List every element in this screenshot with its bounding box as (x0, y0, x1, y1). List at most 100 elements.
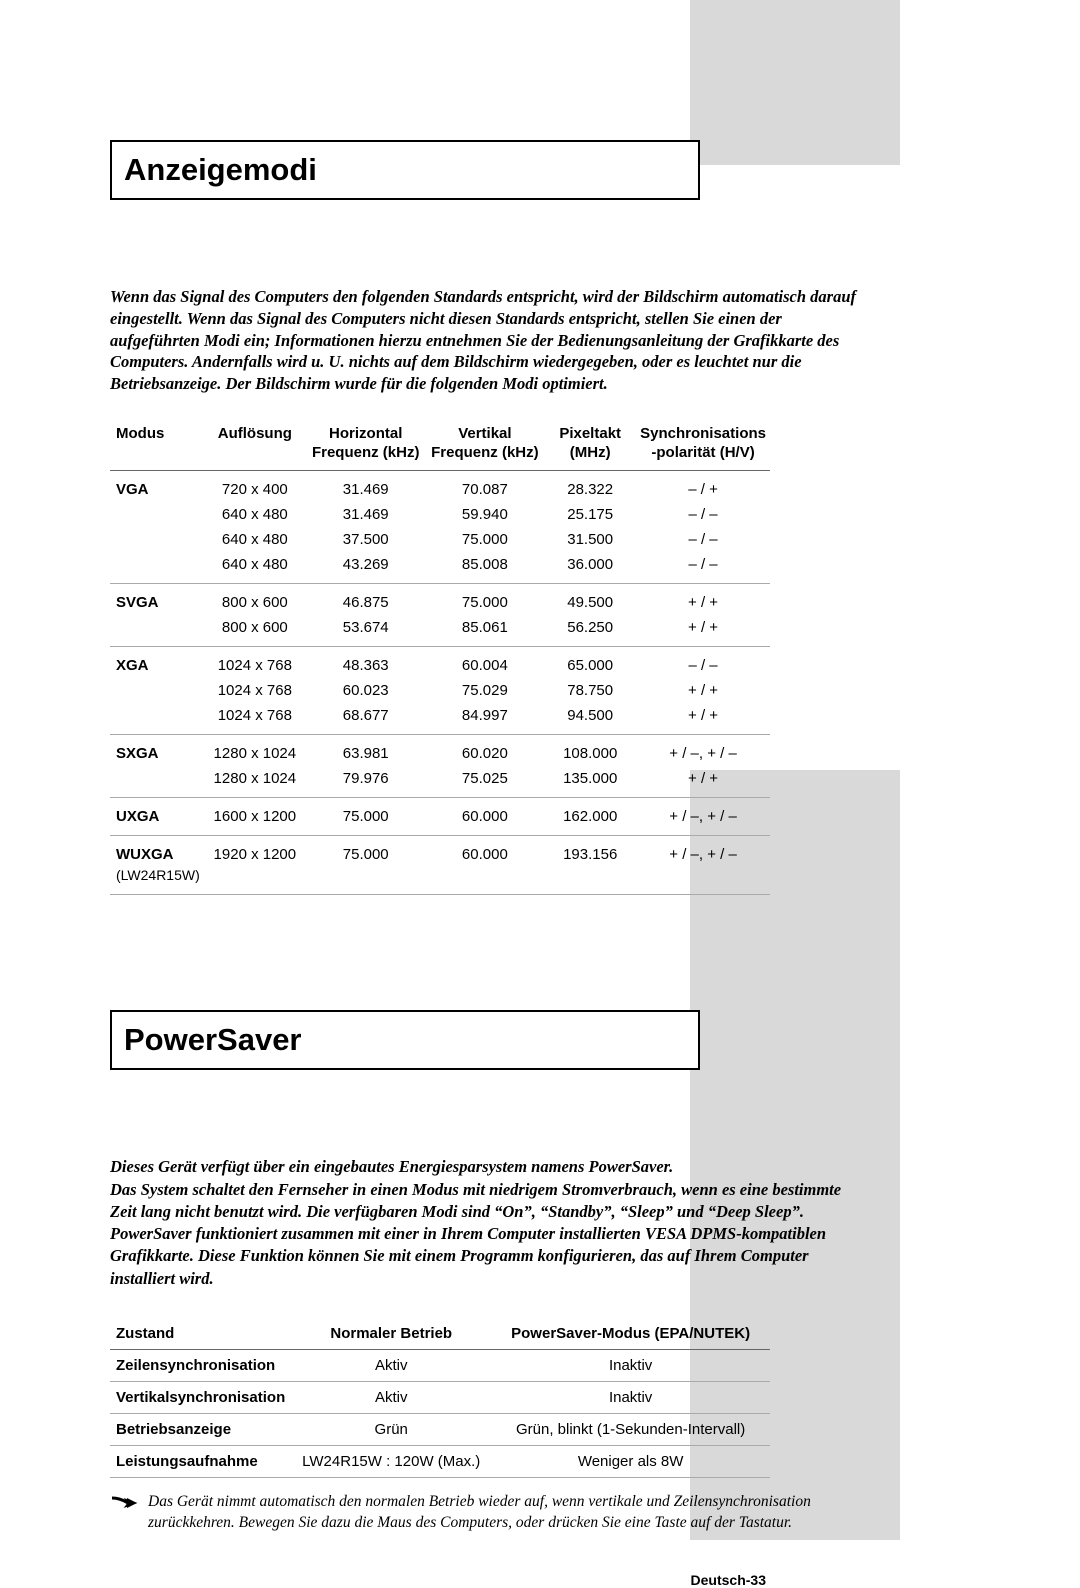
cell-res: 640 x 480 (204, 552, 306, 584)
table-row: UXGA1600 x 120075.00060.000162.000+ / –,… (110, 798, 770, 836)
hdr-vfreq: Vertikal Frequenz (kHz) (426, 419, 545, 471)
cell-sync: + / + (636, 766, 770, 798)
cell-hf: 48.363 (306, 647, 426, 679)
cell-mode (110, 527, 204, 552)
cell-normal: Grün (291, 1413, 491, 1445)
cell-hf: 46.875 (306, 584, 426, 616)
cell-res: 1280 x 1024 (204, 766, 306, 798)
table-row: VertikalsynchronisationAktivInaktiv (110, 1381, 770, 1413)
table-row: 1280 x 102479.97675.025135.000+ / + (110, 766, 770, 798)
cell-sync: + / –, + / – (636, 798, 770, 836)
cell-px: 25.175 (544, 502, 636, 527)
cell-mode: SVGA (110, 584, 204, 616)
hdr-aufl: Auflösung (204, 419, 306, 471)
hdr-vfreq-l1: Vertikal (458, 425, 511, 442)
cell-hf: 68.677 (306, 703, 426, 735)
table-row: BetriebsanzeigeGrünGrün, blinkt (1-Sekun… (110, 1413, 770, 1445)
cell-mode (110, 678, 204, 703)
cell-hf: 63.981 (306, 735, 426, 767)
cell-label: Leistungsaufnahme (110, 1445, 291, 1477)
cell-mode: UXGA (110, 798, 204, 836)
hdr-pixel-l1: Pixeltakt (559, 425, 621, 442)
hdr-zustand: Zustand (110, 1318, 291, 1350)
cell-sync: + / –, + / – (636, 836, 770, 895)
cell-vf: 75.000 (426, 527, 545, 552)
cell-mode (110, 703, 204, 735)
cell-hf: 75.000 (306, 836, 426, 895)
cell-sync: + / + (636, 678, 770, 703)
cell-mode: WUXGA(LW24R15W) (110, 836, 204, 895)
cell-res: 720 x 400 (204, 471, 306, 503)
cell-hf: 75.000 (306, 798, 426, 836)
cell-vf: 75.029 (426, 678, 545, 703)
cell-px: 193.156 (544, 836, 636, 895)
cell-ps: Weniger als 8W (491, 1445, 770, 1477)
cell-sync: + / + (636, 615, 770, 647)
cell-label: Betriebsanzeige (110, 1413, 291, 1445)
cell-hf: 53.674 (306, 615, 426, 647)
cell-mode: VGA (110, 471, 204, 503)
cell-px: 94.500 (544, 703, 636, 735)
table-row: SXGA1280 x 102463.98160.020108.000+ / –,… (110, 735, 770, 767)
cell-hf: 79.976 (306, 766, 426, 798)
table-row: 640 x 48031.46959.94025.175– / – (110, 502, 770, 527)
section2-heading-box: PowerSaver (110, 1010, 700, 1070)
table-row: ZeilensynchronisationAktivInaktiv (110, 1349, 770, 1381)
cell-px: 56.250 (544, 615, 636, 647)
cell-px: 36.000 (544, 552, 636, 584)
cell-vf: 60.000 (426, 836, 545, 895)
cell-vf: 84.997 (426, 703, 545, 735)
cell-normal: LW24R15W : 120W (Max.) (291, 1445, 491, 1477)
arrow-icon (110, 1494, 138, 1517)
cell-mode (110, 615, 204, 647)
table-row: 1024 x 76860.02375.02978.750+ / + (110, 678, 770, 703)
cell-label: Zeilensynchronisation (110, 1349, 291, 1381)
cell-px: 28.322 (544, 471, 636, 503)
cell-vf: 60.020 (426, 735, 545, 767)
table-row: WUXGA(LW24R15W)1920 x 120075.00060.00019… (110, 836, 770, 895)
hdr-psmode: PowerSaver-Modus (EPA/NUTEK) (491, 1318, 770, 1350)
cell-px: 135.000 (544, 766, 636, 798)
cell-vf: 85.008 (426, 552, 545, 584)
hdr-pixel-l2: (MHz) (570, 444, 611, 461)
cell-hf: 31.469 (306, 471, 426, 503)
section1-intro-text: Wenn das Signal des Computers den folgen… (110, 286, 860, 395)
cell-hf: 31.469 (306, 502, 426, 527)
hdr-hfreq: Horizontal Frequenz (kHz) (306, 419, 426, 471)
cell-px: 162.000 (544, 798, 636, 836)
cell-mode: SXGA (110, 735, 204, 767)
cell-res: 1920 x 1200 (204, 836, 306, 895)
table-row: 640 x 48037.50075.00031.500– / – (110, 527, 770, 552)
cell-sync: + / –, + / – (636, 735, 770, 767)
page-content: Anzeigemodi Wenn das Signal des Computer… (110, 0, 900, 1588)
hdr-pixel: Pixeltakt (MHz) (544, 419, 636, 471)
cell-vf: 59.940 (426, 502, 545, 527)
cell-sync: – / – (636, 502, 770, 527)
hdr-sync: Synchronisations -polarität (H/V) (636, 419, 770, 471)
cell-ps: Inaktiv (491, 1381, 770, 1413)
cell-sync: – / – (636, 552, 770, 584)
page-footer: Deutsch-33 (110, 1572, 770, 1588)
hdr-normal: Normaler Betrieb (291, 1318, 491, 1350)
cell-normal: Aktiv (291, 1381, 491, 1413)
cell-vf: 75.000 (426, 584, 545, 616)
table-row: 640 x 48043.26985.00836.000– / – (110, 552, 770, 584)
display-modes-table: Modus Auflösung Horizontal Frequenz (kHz… (110, 419, 770, 896)
table-row: 800 x 60053.67485.06156.250+ / + (110, 615, 770, 647)
cell-sync: + / + (636, 584, 770, 616)
cell-px: 65.000 (544, 647, 636, 679)
section1-title: Anzeigemodi (124, 152, 686, 188)
hdr-sync-l1: Synchronisations (640, 425, 766, 442)
table-header-row: Modus Auflösung Horizontal Frequenz (kHz… (110, 419, 770, 471)
hdr-modus: Modus (110, 419, 204, 471)
cell-res: 1024 x 768 (204, 647, 306, 679)
cell-vf: 60.004 (426, 647, 545, 679)
cell-px: 31.500 (544, 527, 636, 552)
hdr-hfreq-l2: Frequenz (kHz) (312, 444, 420, 461)
powersaver-table: Zustand Normaler Betrieb PowerSaver-Modu… (110, 1318, 770, 1478)
cell-sync: – / – (636, 647, 770, 679)
note-text: Das Gerät nimmt automatisch den normalen… (148, 1492, 870, 1534)
cell-res: 1024 x 768 (204, 703, 306, 735)
cell-res: 1600 x 1200 (204, 798, 306, 836)
table-row: XGA1024 x 76848.36360.00465.000– / – (110, 647, 770, 679)
